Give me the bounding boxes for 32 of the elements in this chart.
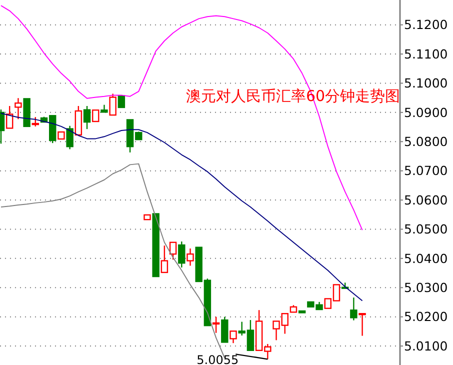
y-tick-label: 5.0400 (404, 250, 448, 266)
candlestick (186, 248, 194, 266)
candlestick (6, 105, 14, 129)
candlestick (178, 240, 186, 268)
line-series (0, 112, 363, 302)
candlestick (230, 330, 237, 344)
candlestick (66, 125, 74, 150)
y-tick-label: 5.0100 (404, 338, 448, 354)
candlestick (118, 95, 126, 108)
candlestick (74, 105, 82, 136)
y-tick-label: 5.1200 (404, 17, 448, 32)
y-tick-label: 5.0300 (404, 280, 448, 295)
annotation: 5.0055 (196, 353, 239, 365)
y-tick-label: 5.0600 (404, 192, 448, 208)
candlestick (221, 316, 228, 343)
candlestick (83, 105, 91, 130)
candlestick (160, 244, 168, 274)
y-tick-label: 5.1100 (404, 46, 448, 62)
y-tick-label: 5.1000 (404, 76, 448, 91)
candlestick (32, 116, 40, 128)
y-tick-label: 5.0700 (404, 163, 448, 178)
y-tick-label: 5.0800 (404, 134, 448, 149)
y-tick-label: 5.0500 (404, 222, 448, 237)
candlestick (169, 242, 177, 260)
candlestick (92, 109, 100, 122)
y-tick-label: 5.0200 (404, 309, 448, 324)
candlestick (350, 296, 358, 321)
candlestick (109, 93, 116, 116)
candlestick (212, 316, 220, 334)
candlestick (358, 313, 366, 336)
y-tick-label: 5.0900 (404, 104, 448, 120)
candlestick (14, 98, 22, 120)
